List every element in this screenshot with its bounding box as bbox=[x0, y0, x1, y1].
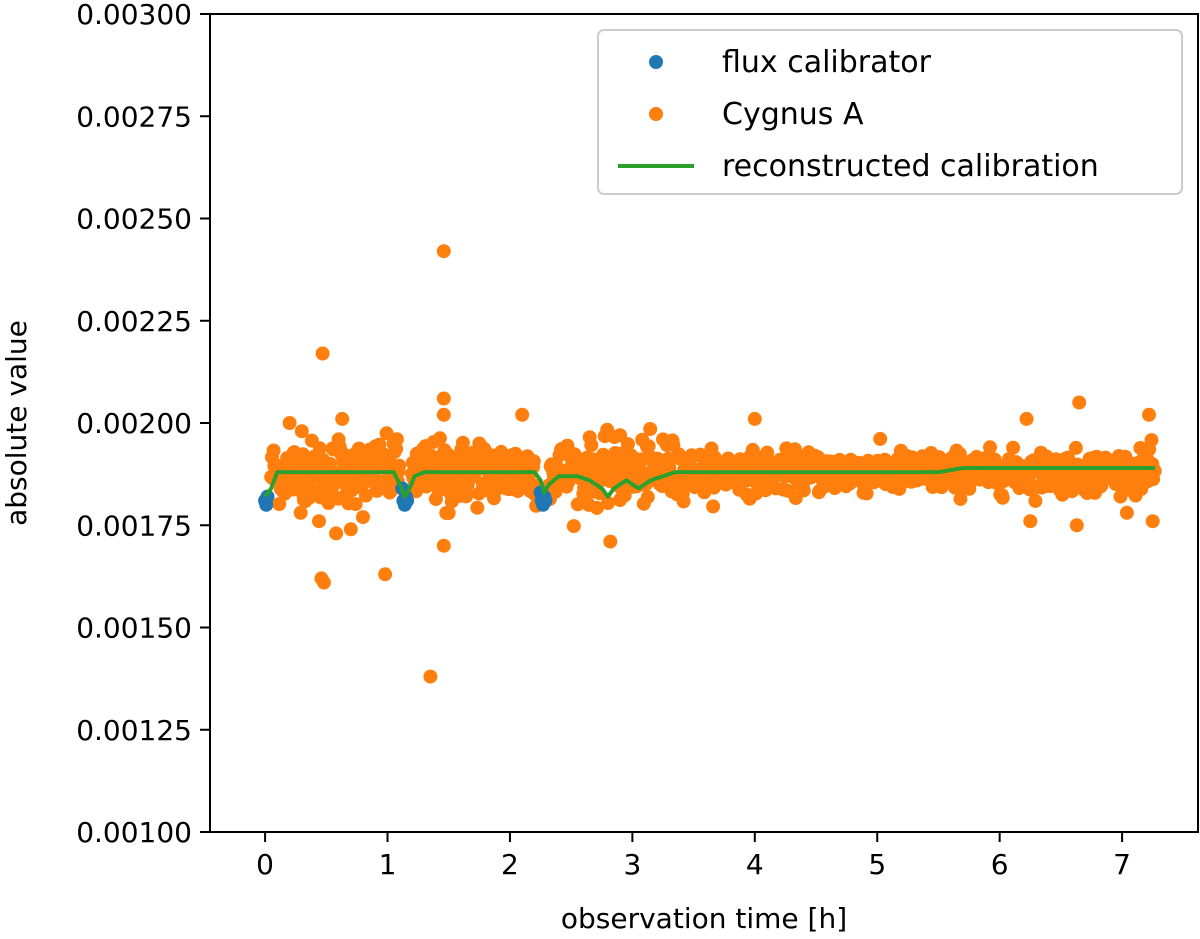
cygnus-a-point bbox=[472, 436, 487, 451]
cygnus-a-point bbox=[656, 432, 670, 447]
legend: flux calibrator Cygnus A reconstructed cal… bbox=[597, 29, 1183, 195]
cygnus-a-point bbox=[526, 454, 541, 469]
y-tick-label: 0.00125 bbox=[76, 714, 192, 747]
x-tick-label: 6 bbox=[991, 848, 1009, 881]
cygnus-a-point bbox=[1023, 514, 1038, 529]
cygnus-a-point bbox=[378, 567, 393, 582]
cygnus-a-point bbox=[983, 440, 997, 455]
cygnus-a-point bbox=[436, 538, 451, 553]
cygnus-a-point bbox=[343, 522, 358, 537]
cygnus-a-point bbox=[584, 438, 599, 453]
legend-marker-swatch bbox=[649, 107, 663, 121]
cygnus-a-point bbox=[1142, 407, 1156, 422]
x-tick-label: 7 bbox=[1113, 848, 1131, 881]
cygnus-a-point bbox=[392, 458, 407, 473]
cygnus-a-point bbox=[329, 526, 344, 541]
cygnus-a-point bbox=[515, 407, 530, 422]
cygnus-a-point bbox=[1068, 440, 1083, 455]
x-tick-label: 5 bbox=[868, 848, 886, 881]
x-tick-label: 3 bbox=[623, 848, 641, 881]
cygnus-a-point bbox=[747, 411, 762, 426]
cygnus-a-point bbox=[432, 431, 447, 446]
cygnus-a-point bbox=[1145, 514, 1160, 529]
cygnus-a-point bbox=[613, 428, 628, 443]
cygnus-a-point bbox=[601, 496, 615, 510]
cygnus-a-point bbox=[589, 500, 604, 515]
cygnus-a-point bbox=[640, 490, 655, 504]
cygnus-a-point bbox=[423, 669, 438, 684]
cygnus-a-point bbox=[331, 432, 346, 447]
cygnus-a-point bbox=[282, 416, 297, 430]
y-tick-label: 0.00175 bbox=[76, 509, 192, 542]
cygnus-a-point bbox=[796, 483, 811, 498]
cygnus-a-point bbox=[873, 431, 888, 446]
cygnus-a-point bbox=[436, 391, 451, 406]
legend-label: flux calibrator bbox=[722, 45, 932, 80]
legend-label: reconstructed calibration bbox=[722, 149, 1099, 184]
legend-marker-swatch bbox=[649, 55, 663, 69]
cygnus-a-point bbox=[643, 422, 658, 436]
cygnus-a-point bbox=[455, 435, 470, 450]
cygnus-a-point bbox=[379, 426, 394, 441]
cygnus-a-point bbox=[676, 494, 691, 509]
cygnus-a-point bbox=[356, 510, 370, 525]
flux-calibrator-point bbox=[538, 493, 553, 508]
y-tick-label: 0.00250 bbox=[76, 203, 192, 236]
cygnus-a-point bbox=[312, 514, 326, 529]
cygnus-a-point bbox=[436, 407, 451, 422]
cygnus-a-point bbox=[323, 456, 338, 471]
cygnus-a-point bbox=[1006, 440, 1021, 455]
y-tick-label: 0.00150 bbox=[76, 612, 192, 645]
cygnus-a-point bbox=[436, 244, 451, 259]
x-tick-label: 2 bbox=[501, 848, 519, 881]
x-tick-label: 1 bbox=[379, 848, 397, 881]
cygnus-a-point bbox=[1019, 411, 1034, 426]
cygnus-a-point bbox=[348, 497, 363, 512]
reconstructed-calibration-line bbox=[263, 466, 1156, 499]
cygnus-a-point bbox=[294, 424, 309, 439]
cygnus-a-point bbox=[859, 486, 874, 501]
cygnus-a-point bbox=[603, 534, 618, 549]
cygnus-a-point bbox=[508, 446, 523, 461]
cygnus-a-point bbox=[548, 484, 563, 499]
cygnus-a-point bbox=[386, 436, 401, 451]
cygnus-a-point bbox=[1028, 493, 1043, 508]
cygnus-a-point bbox=[312, 441, 327, 456]
cygnus-a-point bbox=[441, 506, 456, 520]
y-tick-label: 0.00200 bbox=[76, 407, 192, 440]
cygnus-a-point bbox=[566, 519, 581, 534]
cygnus-a-point bbox=[641, 439, 656, 454]
y-axis-label: absolute value bbox=[0, 320, 33, 526]
cygnus-a-point bbox=[1119, 505, 1134, 520]
cygnus-a-point bbox=[1069, 518, 1084, 533]
cygnus-a-point bbox=[316, 575, 331, 590]
cygnus-a-point bbox=[1072, 395, 1087, 410]
cygnus-a-point bbox=[315, 346, 330, 361]
cygnus-a-point bbox=[1144, 433, 1159, 448]
cygnus-a-point bbox=[953, 491, 968, 506]
cygnus-a-point bbox=[358, 488, 373, 503]
cygnus-a-point bbox=[424, 448, 439, 463]
cygnus-a-point bbox=[266, 443, 281, 458]
legend-box bbox=[597, 29, 1183, 195]
cygnus-a-point bbox=[995, 490, 1010, 505]
plot-marks bbox=[258, 244, 1162, 684]
x-axis-label: observation time [h] bbox=[561, 902, 847, 935]
x-tick-label: 0 bbox=[256, 848, 274, 881]
cygnus-a-point bbox=[335, 411, 350, 426]
y-tick-label: 0.00100 bbox=[76, 816, 192, 849]
legend-label: Cygnus A bbox=[722, 97, 864, 132]
x-tick-label: 4 bbox=[746, 848, 764, 881]
cygnus-a-point bbox=[570, 497, 585, 512]
y-tick-label: 0.00275 bbox=[76, 100, 192, 133]
cygnus-a-point bbox=[293, 505, 308, 520]
y-tick-label: 0.00225 bbox=[76, 305, 192, 338]
cygnus-a-point bbox=[706, 499, 721, 514]
y-tick-label: 0.00300 bbox=[76, 0, 192, 31]
cygnus-a-point bbox=[470, 500, 485, 515]
